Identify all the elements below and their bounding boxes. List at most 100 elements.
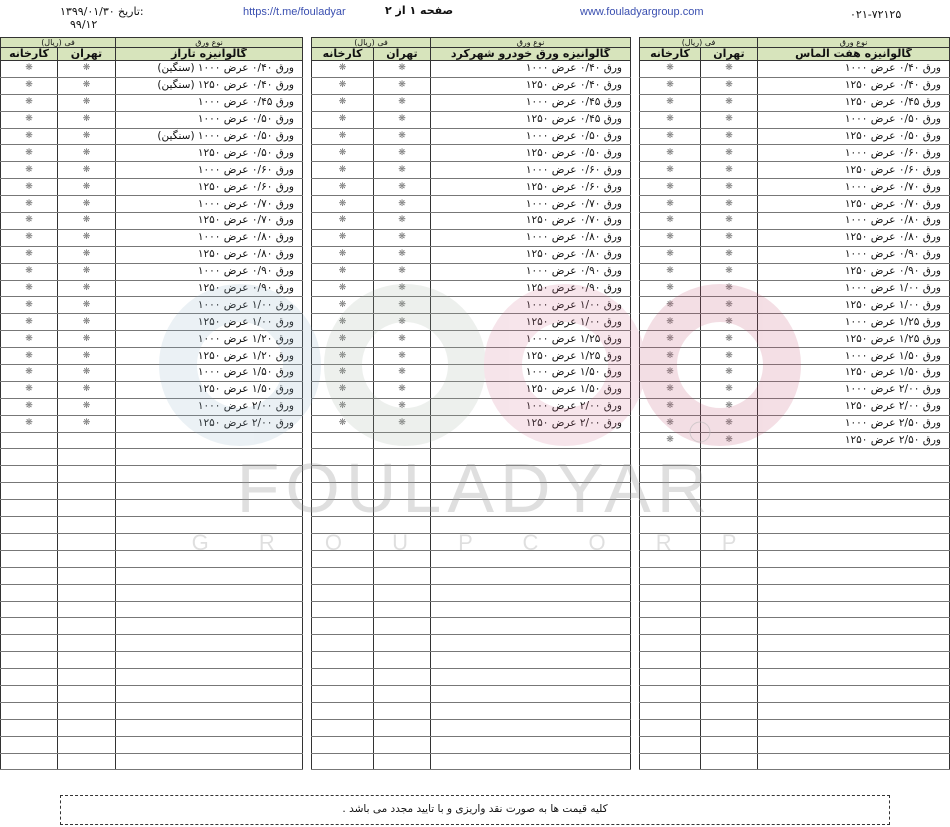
table-row: ورق ۱/۰۰ عرض ۱۲۵۰ ❋ ❋ — [0, 313, 303, 332]
price-tehran: ❋ — [700, 161, 758, 180]
price-tehran: ❋ — [373, 212, 431, 230]
price-factory — [0, 668, 58, 686]
price-factory — [639, 719, 701, 737]
price-tehran — [373, 499, 431, 518]
table-row: ورق ۲/۰۰ عرض ۱۲۵۰ ❋ ❋ — [0, 415, 303, 433]
price-factory — [0, 601, 58, 619]
table-row — [311, 601, 631, 619]
price-tehran: ❋ — [373, 246, 431, 264]
table-row: ورق ۰/۵۰ عرض ۱۲۵۰ ❋ ❋ — [639, 128, 950, 146]
item-name — [430, 617, 631, 636]
price-tehran: ❋ — [700, 313, 758, 332]
item-name — [115, 685, 303, 703]
price-factory — [311, 668, 374, 686]
price-factory — [311, 550, 374, 568]
table-row — [639, 702, 950, 720]
price-factory — [0, 550, 58, 568]
price-tehran: ❋ — [700, 111, 758, 129]
price-tehran: ❋ — [57, 212, 116, 230]
table-row — [311, 432, 631, 450]
table-row: ورق ۱/۵۰ عرض ۱۲۵۰ ❋ ❋ — [0, 381, 303, 399]
price-factory — [311, 651, 374, 670]
table-row — [311, 567, 631, 585]
price-tehran — [700, 702, 758, 720]
item-name — [757, 719, 950, 737]
item-name: ورق ۰/۹۰ عرض ۱۲۵۰ — [757, 263, 950, 281]
price-factory: ❋ — [639, 381, 701, 399]
price-factory: ❋ — [0, 280, 58, 298]
price-tehran — [373, 736, 431, 754]
price-tehran: ❋ — [373, 144, 431, 163]
table-row: ورق ۱/۵۰ عرض ۱۲۵۰ ❋ ❋ — [639, 364, 950, 382]
table-row — [311, 482, 631, 501]
price-tehran — [57, 482, 116, 501]
price-tehran: ❋ — [700, 246, 758, 264]
table-row: ورق ۲/۰۰ عرض ۱۰۰۰ ❋ ❋ — [0, 398, 303, 416]
price-factory: ❋ — [0, 381, 58, 399]
price-factory: ❋ — [311, 144, 374, 163]
table-row: ورق ۰/۵۰ عرض ۱۲۵۰ ❋ ❋ — [0, 144, 303, 163]
price-tehran — [373, 617, 431, 636]
table-row — [639, 550, 950, 568]
item-name: ورق ۰/۴۰ عرض ۱۲۵۰ — [430, 77, 631, 95]
price-factory — [639, 516, 701, 534]
item-name: ورق ۱/۰۰ عرض ۱۲۵۰ — [757, 296, 950, 315]
item-name — [430, 567, 631, 585]
table-row: ورق ۰/۹۰ عرض ۱۲۵۰ ❋ ❋ — [639, 263, 950, 281]
price-factory: ❋ — [639, 94, 701, 112]
price-factory: ❋ — [639, 144, 701, 163]
table-title: گالوانیزه هفت الماس — [757, 47, 950, 61]
price-tehran — [373, 702, 431, 720]
price-tehran — [373, 668, 431, 686]
item-name — [115, 567, 303, 585]
table-row — [639, 516, 950, 534]
price-factory: ❋ — [639, 398, 701, 416]
item-name: ورق ۰/۶۰ عرض ۱۲۵۰ — [430, 178, 631, 197]
table-row — [639, 448, 950, 467]
price-factory: ❋ — [311, 195, 374, 214]
table-row — [0, 499, 303, 518]
item-name — [115, 550, 303, 568]
price-tehran: ❋ — [373, 415, 431, 433]
price-factory: ❋ — [0, 415, 58, 433]
table-row: ورق ۰/۴۵ عرض ۱۲۵۰ ❋ ❋ — [639, 94, 950, 112]
item-name: ورق ۰/۷۰ عرض ۱۲۵۰ — [757, 195, 950, 214]
item-name — [430, 685, 631, 703]
price-factory — [0, 448, 58, 467]
price-factory — [311, 567, 374, 585]
table-row: ورق ۰/۸۰ عرض ۱۰۰۰ ❋ ❋ — [311, 229, 631, 247]
col-factory: کارخانه — [311, 47, 374, 61]
table-row: ورق ۰/۴۰ عرض ۱۰۰۰ ❋ ❋ — [311, 60, 631, 78]
footer-note-text: کلیه قیمت ها به صورت نقد واریزی و با تای… — [342, 803, 608, 815]
price-factory — [0, 516, 58, 534]
price-factory — [311, 601, 374, 619]
table-row: ورق ۱/۵۰ عرض ۱۰۰۰ ❋ ❋ — [311, 364, 631, 382]
item-name — [115, 719, 303, 737]
item-name: ورق ۱/۵۰ عرض ۱۰۰۰ — [430, 364, 631, 382]
item-name: ورق ۰/۷۰ عرض ۱۲۵۰ — [430, 212, 631, 230]
price-tehran — [57, 685, 116, 703]
price-factory: ❋ — [311, 178, 374, 197]
website-link[interactable]: www.fouladyargroup.com — [580, 6, 704, 18]
price-tehran: ❋ — [700, 347, 758, 366]
item-name — [430, 465, 631, 484]
table-row — [0, 753, 303, 771]
item-name — [430, 753, 631, 771]
table-row — [0, 668, 303, 686]
item-name: ورق ۲/۰۰ عرض ۱۲۵۰ — [115, 415, 303, 433]
price-factory: ❋ — [0, 195, 58, 214]
price-tehran: ❋ — [57, 330, 116, 349]
price-tehran: ❋ — [57, 347, 116, 366]
item-name: ورق ۲/۰۰ عرض ۱۰۰۰ — [115, 398, 303, 416]
table-row: ورق ۲/۰۰ عرض ۱۲۵۰ ❋ ❋ — [639, 398, 950, 416]
item-name: ورق ۰/۹۰ عرض ۱۰۰۰ — [757, 246, 950, 264]
item-name: ورق ۰/۵۰ عرض ۱۰۰۰ — [115, 111, 303, 129]
price-header: فی (ریال) — [639, 37, 758, 48]
item-name: ورق ۱/۰۰ عرض ۱۰۰۰ — [430, 296, 631, 315]
price-factory: ❋ — [0, 111, 58, 129]
price-factory — [639, 651, 701, 670]
telegram-link[interactable]: https://t.me/fouladyar — [243, 6, 346, 18]
price-tehran — [373, 516, 431, 534]
table-row — [0, 567, 303, 585]
price-factory — [639, 617, 701, 636]
